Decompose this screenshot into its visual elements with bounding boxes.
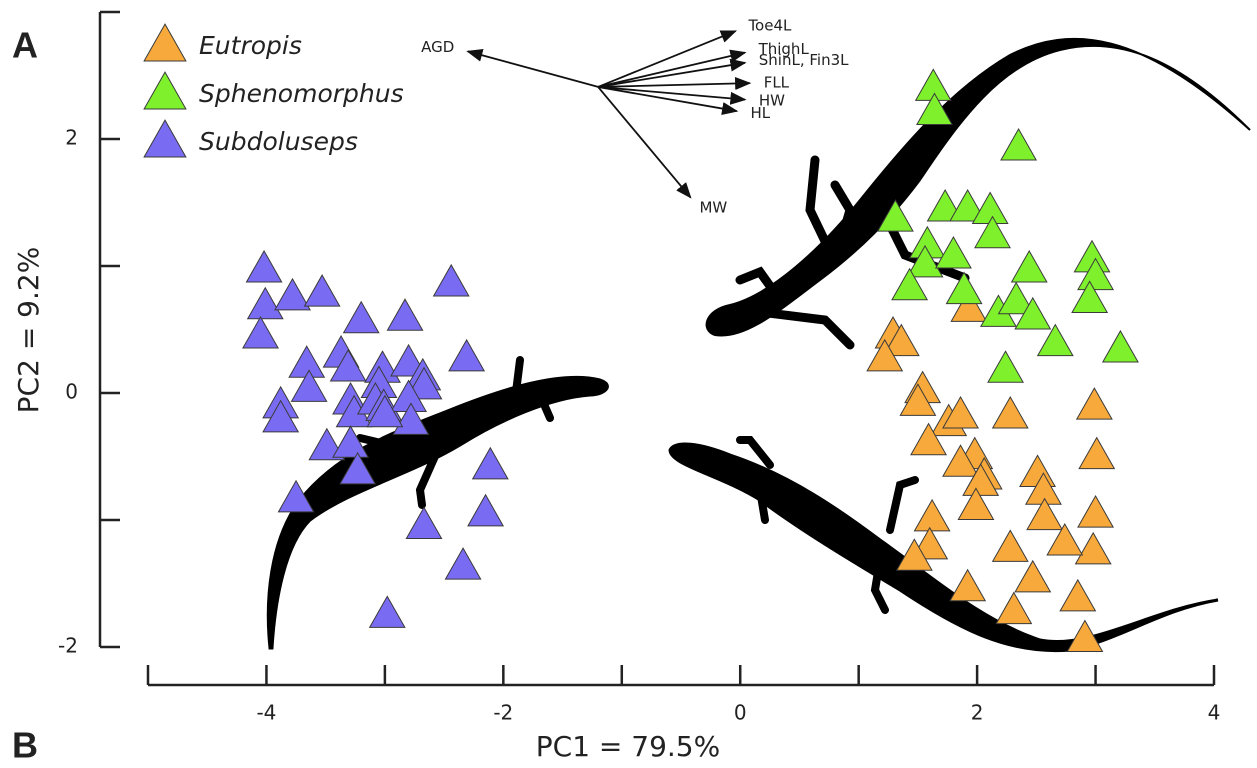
data-point bbox=[1079, 438, 1114, 469]
legend-marker bbox=[144, 72, 186, 109]
y-tick-label: 0 bbox=[65, 380, 78, 404]
loading-label: MW bbox=[699, 199, 727, 217]
data-point bbox=[993, 530, 1028, 561]
data-point bbox=[988, 351, 1023, 382]
data-point bbox=[1020, 455, 1055, 486]
loading-arrow bbox=[598, 87, 737, 111]
legend-marker bbox=[144, 120, 186, 157]
data-point bbox=[1076, 533, 1111, 564]
y-tick-label: -2 bbox=[58, 634, 78, 658]
panel-label: B bbox=[12, 725, 38, 766]
loading-label: Toe4L bbox=[747, 16, 792, 34]
legend-marker bbox=[144, 24, 186, 61]
legend-label: Sphenomorphus bbox=[199, 79, 404, 108]
x-tick-label: 2 bbox=[971, 701, 984, 725]
x-tick-label: 4 bbox=[1208, 701, 1221, 725]
data-point bbox=[1103, 331, 1138, 362]
data-point bbox=[449, 340, 484, 371]
data-point bbox=[950, 570, 985, 601]
loading-label: FLL bbox=[764, 73, 790, 91]
loading-arrow bbox=[598, 87, 690, 197]
data-point bbox=[993, 397, 1028, 428]
data-point bbox=[243, 317, 278, 348]
data-point bbox=[445, 548, 480, 579]
x-tick-label: -2 bbox=[493, 701, 513, 725]
data-point bbox=[473, 448, 508, 479]
loading-label: HL bbox=[750, 104, 770, 122]
loading-label: AGD bbox=[421, 38, 454, 56]
data-point bbox=[468, 495, 503, 526]
data-point bbox=[1077, 388, 1112, 419]
data-point bbox=[387, 299, 422, 330]
y-tick-label: 2 bbox=[65, 126, 78, 150]
data-point bbox=[305, 275, 340, 306]
data-point bbox=[1015, 561, 1050, 592]
data-point bbox=[246, 251, 281, 282]
loading-arrow bbox=[468, 51, 598, 87]
data-point bbox=[406, 507, 441, 538]
x-tick-label: 0 bbox=[734, 701, 747, 725]
panel-label: A bbox=[12, 25, 38, 66]
x-tick-label: -4 bbox=[256, 701, 276, 725]
loading-label: ShinL, Fin3L bbox=[759, 51, 849, 69]
data-point bbox=[289, 346, 324, 377]
data-point bbox=[1012, 251, 1047, 282]
data-point bbox=[248, 288, 283, 319]
data-point bbox=[915, 500, 950, 531]
legend-label: Subdoluseps bbox=[199, 127, 358, 156]
loading-arrow bbox=[598, 87, 745, 100]
data-point bbox=[434, 265, 469, 296]
data-point bbox=[344, 302, 379, 333]
data-point bbox=[1001, 129, 1036, 160]
x-axis-title: PC1 = 79.5% bbox=[536, 730, 720, 763]
data-point bbox=[370, 596, 405, 627]
data-point bbox=[996, 593, 1031, 624]
data-point bbox=[1078, 496, 1113, 527]
y-axis-title: PC2 = 9.2% bbox=[12, 247, 45, 414]
chart: A B PC1 = 79.5% PC2 = 9.2% -4 -2 0 2 4 -2 0 2 AG… bbox=[0, 0, 1257, 768]
data-point bbox=[1060, 580, 1095, 611]
legend-label: Eutropis bbox=[199, 31, 302, 60]
